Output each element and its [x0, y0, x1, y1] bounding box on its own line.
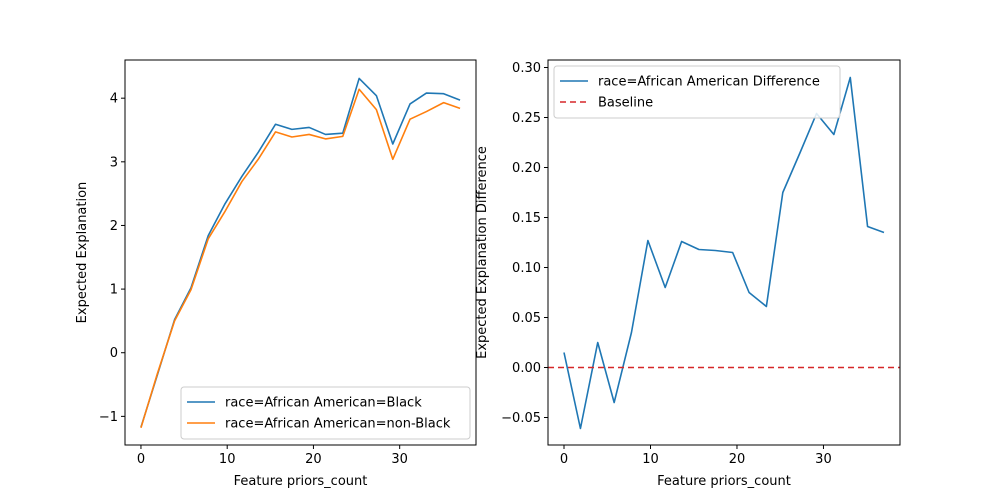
legend-label: race=African American Difference: [598, 75, 820, 90]
x-tick-label: 10: [219, 452, 236, 467]
legend-label: Baseline: [598, 96, 653, 111]
y-tick-label: 0.15: [512, 211, 541, 226]
y-tick-label: 0: [110, 346, 118, 361]
axes-frame: [547, 59, 901, 446]
y-tick-label: 0.10: [512, 261, 541, 276]
x-tick-label: 0: [560, 452, 568, 467]
y-tick-label: 0.25: [512, 111, 541, 126]
x-axis-label: Feature priors_count: [234, 474, 368, 489]
legend-label: race=African American=non-Black: [225, 417, 451, 432]
x-tick-label: 10: [642, 452, 659, 467]
right-chart-panel: 0 10 20 30 −0.05 0.00 0.05 0.10 0.15 0.20 0.25 0.30…: [475, 59, 901, 489]
x-axis-label: Feature priors_count: [657, 474, 791, 489]
legend-label: race=African American=Black: [225, 396, 422, 411]
x-tick-label: 30: [815, 452, 832, 467]
x-tick-label: 0: [137, 452, 145, 467]
y-tick-label: 0.30: [512, 61, 541, 76]
y-tick-label: 0.20: [512, 161, 541, 176]
series-group: [548, 76, 900, 430]
axes-frame: [124, 59, 477, 446]
y-tick-label: 2: [110, 219, 118, 234]
legend: race=African American Difference Baseline: [553, 65, 841, 119]
x-tick-label: 20: [305, 452, 322, 467]
legend-box: [180, 386, 471, 440]
series-group: [140, 77, 461, 429]
x-tick-label: 30: [391, 452, 408, 467]
series-line-0: [563, 76, 885, 430]
y-axis-label: Expected Explanation Difference: [475, 146, 490, 359]
y-tick-label: −0.05: [501, 411, 541, 426]
y-tick-label: 4: [110, 92, 118, 107]
y-tick-label: 1: [110, 283, 118, 298]
y-tick-label: 0.05: [512, 311, 541, 326]
x-tick-label: 20: [729, 452, 746, 467]
y-tick-label: −1: [99, 410, 118, 425]
legend: race=African American=Black race=African …: [180, 386, 471, 440]
y-tick-label: 3: [110, 155, 118, 170]
series-line-1: [140, 88, 461, 429]
y-tick-label: 0.00: [512, 361, 541, 376]
y-axis-label: Expected Explanation: [75, 182, 90, 324]
legend-box: [553, 65, 841, 119]
left-chart-panel: 0 10 20 30 −1 0 1 2 3 4 Feature priors_count Expect…: [75, 59, 477, 489]
